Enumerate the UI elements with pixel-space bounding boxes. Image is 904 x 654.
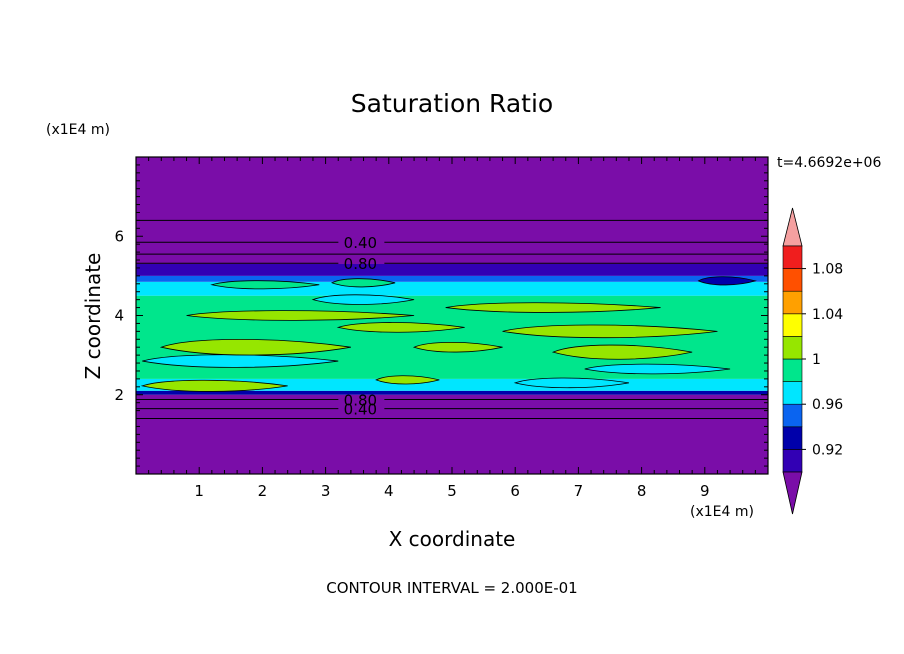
x-tick-label: 6 [510,482,520,500]
y-unit-label: (x1E4 m) [46,122,110,138]
time-label: t=4.6692e+06 [777,155,881,171]
contour-patch [445,302,661,313]
x-tick-label: 1 [194,482,204,500]
x-tick-label: 2 [258,482,268,500]
contour-label: 0.40 [344,234,377,252]
colorbar-extend-low [782,471,803,515]
colorbar-label: 1 [812,352,821,368]
contour-patch [210,280,320,290]
colorbar-box [782,358,803,382]
colorbar-label: 0.92 [812,442,843,458]
contour-patch [513,377,630,389]
contour-interval-note: CONTOUR INTERVAL = 2.000E-01 [326,579,577,597]
colorbar-box [782,426,803,450]
contour-patch [502,324,718,339]
x-unit-label: (x1E4 m) [690,504,754,520]
colorbar-box [782,336,803,360]
x-tick-label: 8 [637,482,647,500]
contour-band [136,378,768,391]
colorbar-label: 1.04 [812,307,843,323]
x-tick-label: 4 [384,482,394,500]
colorbar-label: 1.08 [812,262,843,278]
y-tick-label: 2 [114,386,124,404]
contour-patch [311,294,415,305]
contour-patch [412,341,503,353]
colorbar-box [782,268,803,292]
chart-title: Saturation Ratio [351,89,553,118]
colorbar-box [782,403,803,428]
contour-band [136,275,768,282]
contour-patch [551,344,693,360]
contour-lines: 0.400.800.800.40 [136,219,768,420]
x-tick-label: 5 [447,482,457,500]
colorbar-box [782,290,803,315]
contour-band [136,157,768,264]
x-tick-label: 7 [574,482,584,500]
contour-label: 0.40 [344,401,377,419]
contour-patch [142,354,339,368]
y-tick-label: 6 [114,227,124,245]
contour-band [136,394,768,474]
contour-patch [584,363,731,375]
colorbar-box [782,381,803,405]
contour-label: 0.80 [344,392,377,410]
colorbar-box [782,313,803,337]
x-axis-label: X coordinate [389,527,516,551]
contour-fills [136,157,768,474]
colorbar-label: 0.96 [812,397,843,413]
contour-patch [336,322,465,333]
colorbar-box [782,245,803,269]
axis-ticks: 1 2 3 4 5 6 7 8 9 2 4 6 [114,157,768,500]
contour-patch [186,310,415,321]
colorbar-extend-high [782,207,803,247]
y-tick-label: 4 [114,307,124,325]
contour-patch [375,375,440,385]
colorbar: 0.92 0.96 1 1.04 1.08 [782,207,843,515]
contour-patch [140,379,288,392]
contour-patch [159,338,351,356]
contour-label: 0.80 [344,255,377,273]
contour-patch [697,276,757,286]
colorbar-box [782,449,803,473]
x-tick-label: 3 [321,482,331,500]
contour-patch [330,278,396,288]
contour-band [136,390,768,395]
contour-band [136,263,768,276]
x-tick-label: 9 [700,482,710,500]
y-axis-label: Z coordinate [81,253,105,380]
